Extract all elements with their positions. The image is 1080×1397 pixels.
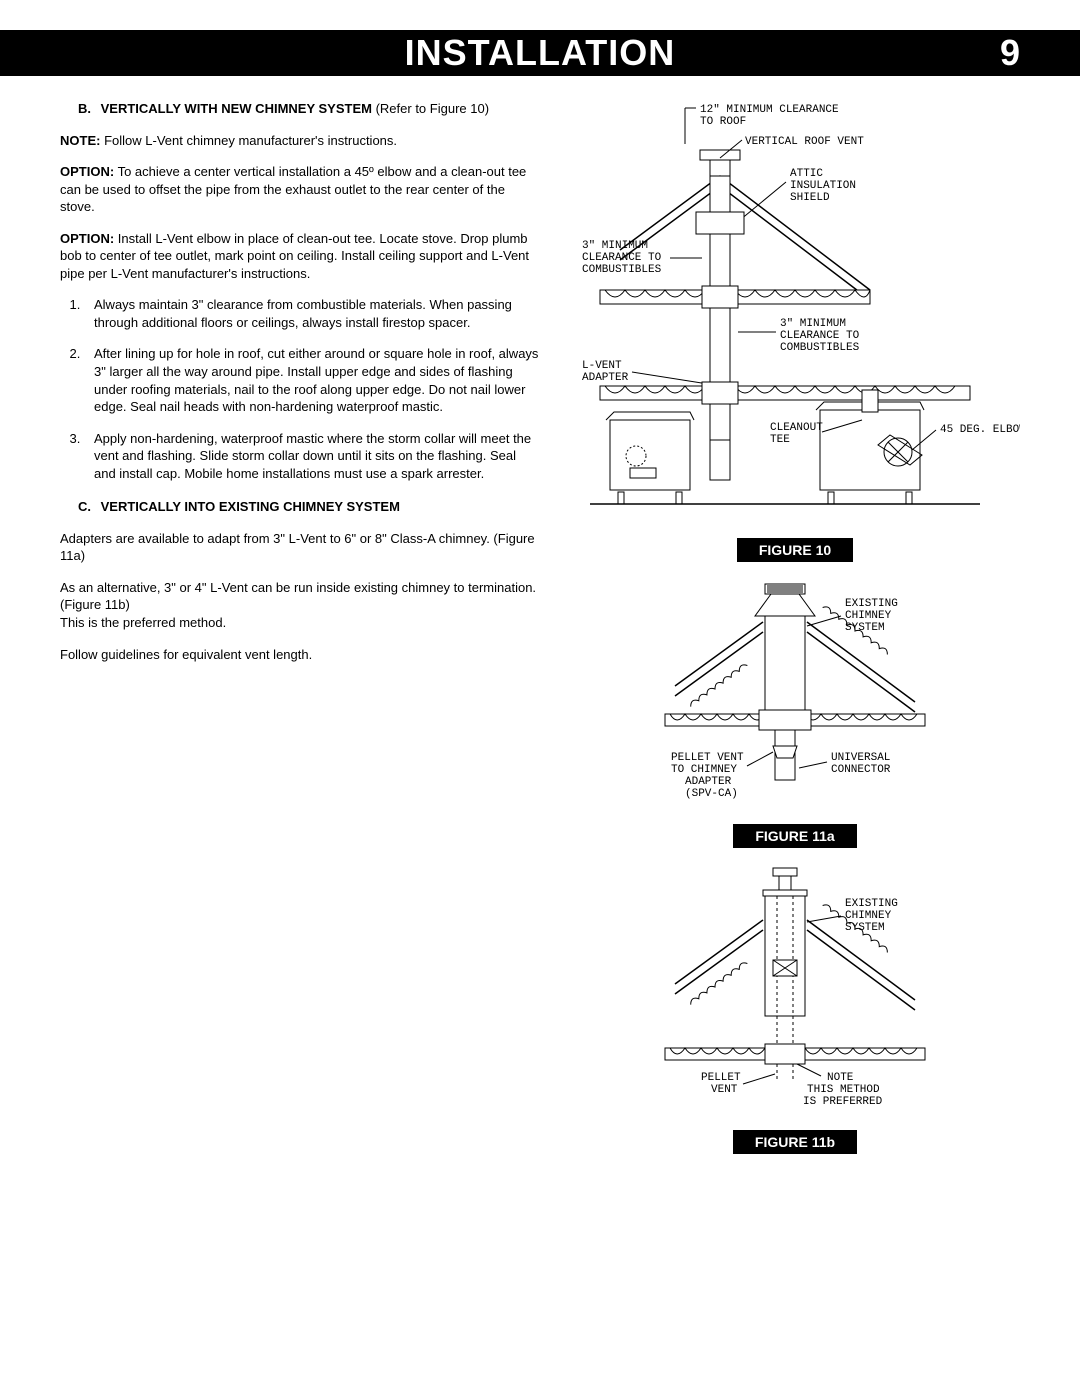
- label: SYSTEM: [845, 622, 885, 634]
- list-item: Apply non-hardening, waterproof mastic w…: [84, 430, 540, 483]
- section-letter: B.: [78, 100, 91, 118]
- figure-11b-diagram: EXISTING CHIMNEY SYSTEM: [615, 862, 975, 1122]
- option1-paragraph: OPTION: To achieve a center vertical ins…: [60, 163, 540, 216]
- note-paragraph: NOTE: Follow L-Vent chimney manufacturer…: [60, 132, 540, 150]
- label: INSULATION: [790, 180, 856, 192]
- label: L-VENT: [582, 360, 622, 372]
- header-title: INSTALLATION: [405, 32, 676, 74]
- label: TEE: [770, 434, 790, 446]
- label: EXISTING: [845, 598, 898, 610]
- label: CHIMNEY: [845, 910, 892, 922]
- label: 12" MINIMUM CLEARANCE: [700, 104, 839, 116]
- page-number: 9: [1000, 32, 1020, 74]
- label: ADAPTER: [582, 372, 629, 384]
- list-item: Always maintain 3" clearance from combus…: [84, 296, 540, 331]
- label: 45 DEG. ELBOW: [940, 424, 1020, 436]
- option-label: OPTION:: [60, 164, 114, 179]
- section-title: VERTICALLY INTO EXISTING CHIMNEY SYSTEM: [101, 499, 400, 514]
- label: VERTICAL ROOF VENT: [745, 136, 864, 148]
- label: (SPV-CA): [685, 788, 738, 800]
- section-suffix: (Refer to Figure 10): [376, 101, 489, 116]
- label: CONNECTOR: [831, 764, 891, 776]
- text-column: B. VERTICALLY WITH NEW CHIMNEY SYSTEM (R…: [60, 100, 540, 1168]
- figure-10-diagram: 12" MINIMUM CLEARANCE TO ROOF VERTICAL R…: [570, 100, 1020, 530]
- label: TO ROOF: [700, 116, 746, 128]
- note-label: NOTE:: [60, 133, 100, 148]
- label: VENT: [711, 1084, 738, 1096]
- label: IS PREFERRED: [803, 1096, 883, 1108]
- label: CLEARANCE TO: [780, 330, 860, 342]
- label: PELLET VENT: [671, 752, 744, 764]
- figure-caption: FIGURE 11a: [733, 824, 856, 848]
- section-letter: C.: [78, 498, 91, 516]
- section-title: VERTICALLY WITH NEW CHIMNEY SYSTEM: [101, 101, 372, 116]
- label: CLEANOUT: [770, 422, 823, 434]
- figure-caption: FIGURE 11b: [733, 1130, 857, 1154]
- label: ADAPTER: [685, 776, 732, 788]
- label: SHIELD: [790, 192, 830, 204]
- paragraph-line: As an alternative, 3" or 4" L-Vent can b…: [60, 580, 536, 613]
- label: TO CHIMNEY: [671, 764, 737, 776]
- option-text: To achieve a center vertical installatio…: [60, 164, 526, 214]
- label: SYSTEM: [845, 922, 885, 934]
- label: COMBUSTIBLES: [780, 342, 860, 354]
- section-b-heading: B. VERTICALLY WITH NEW CHIMNEY SYSTEM (R…: [60, 100, 540, 118]
- paragraph: Follow guidelines for equivalent vent le…: [60, 646, 540, 664]
- label: CLEARANCE TO: [582, 252, 662, 264]
- figure-column: 12" MINIMUM CLEARANCE TO ROOF VERTICAL R…: [570, 100, 1020, 1168]
- label: 3" MINIMUM: [582, 240, 648, 252]
- figure-caption: FIGURE 10: [737, 538, 853, 562]
- label: UNIVERSAL: [831, 752, 890, 764]
- option-label: OPTION:: [60, 231, 114, 246]
- label: CHIMNEY: [845, 610, 892, 622]
- label: ATTIC: [790, 168, 823, 180]
- label: THIS METHOD: [807, 1084, 880, 1096]
- paragraph: As an alternative, 3" or 4" L-Vent can b…: [60, 579, 540, 632]
- paragraph-line: This is the preferred method.: [60, 615, 226, 630]
- label: EXISTING: [845, 898, 898, 910]
- label: NOTE: [827, 1072, 854, 1084]
- note-text: Follow L-Vent chimney manufacturer's ins…: [104, 133, 397, 148]
- page-header: INSTALLATION 9: [0, 30, 1080, 76]
- instruction-list: Always maintain 3" clearance from combus…: [60, 296, 540, 482]
- section-c-heading: C. VERTICALLY INTO EXISTING CHIMNEY SYST…: [60, 498, 540, 516]
- label: PELLET: [701, 1072, 741, 1084]
- figure-11a-diagram: EXISTING CHIMNEY SYSTEM: [615, 576, 975, 816]
- option2-paragraph: OPTION: Install L-Vent elbow in place of…: [60, 230, 540, 283]
- label: 3" MINIMUM: [780, 318, 846, 330]
- label: COMBUSTIBLES: [582, 264, 662, 276]
- option-text: Install L-Vent elbow in place of clean-o…: [60, 231, 529, 281]
- list-item: After lining up for hole in roof, cut ei…: [84, 345, 540, 415]
- paragraph: Adapters are available to adapt from 3" …: [60, 530, 540, 565]
